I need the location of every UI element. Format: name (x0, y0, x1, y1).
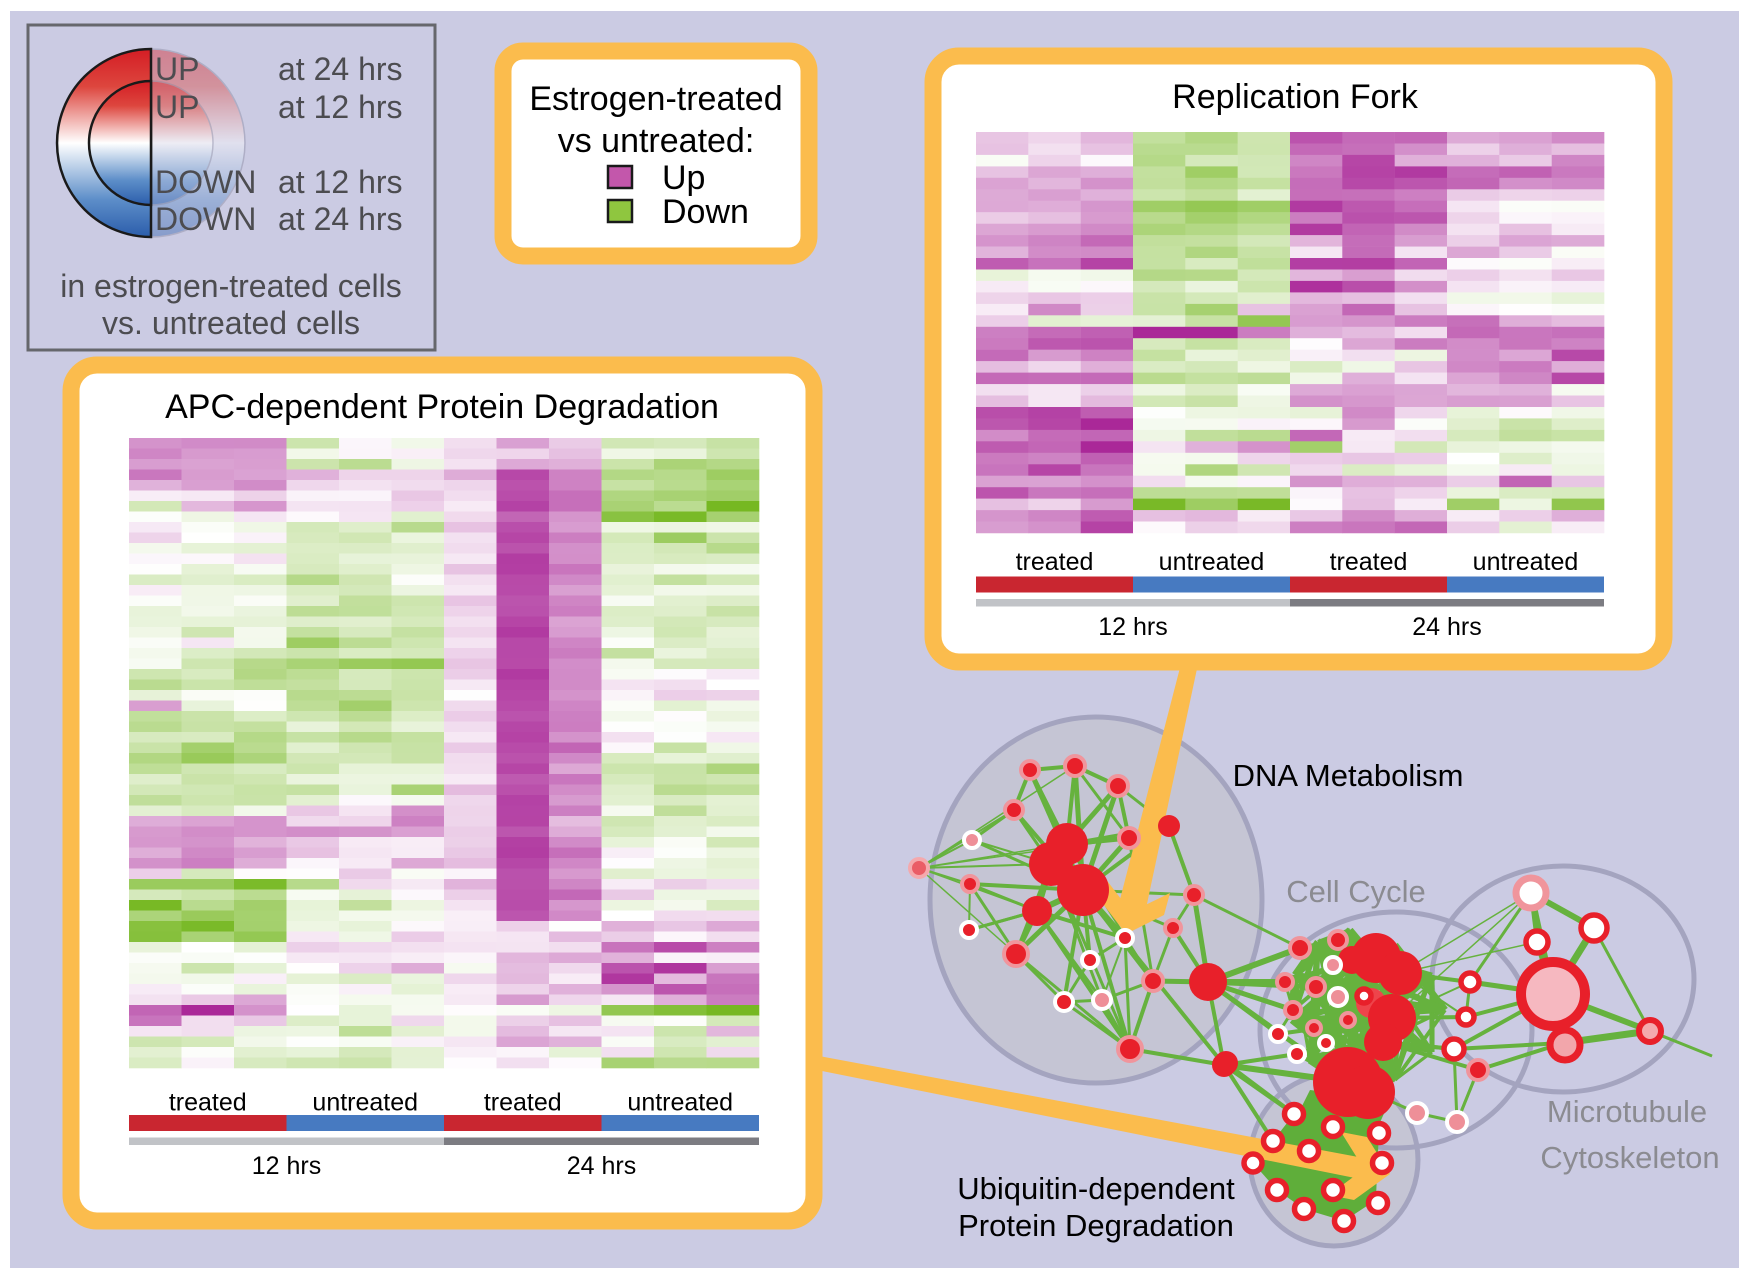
svg-text:Replication Fork: Replication Fork (1172, 78, 1419, 116)
svg-text:vs untreated:: vs untreated: (558, 122, 755, 160)
svg-text:Ubiquitin-dependent: Ubiquitin-dependent (957, 1171, 1235, 1206)
svg-text:12 hrs: 12 hrs (1098, 613, 1167, 641)
svg-text:UP: UP (155, 51, 199, 87)
svg-text:Microtubule: Microtubule (1547, 1094, 1707, 1129)
svg-text:DOWN: DOWN (155, 164, 256, 200)
svg-text:Down: Down (662, 193, 749, 231)
svg-text:untreated: untreated (627, 1089, 733, 1117)
svg-text:treated: treated (1016, 548, 1094, 576)
svg-text:24 hrs: 24 hrs (567, 1152, 636, 1180)
svg-text:UP: UP (155, 89, 199, 125)
svg-text:Up: Up (662, 159, 705, 197)
svg-text:24 hrs: 24 hrs (1412, 613, 1481, 641)
svg-text:Cytoskeleton: Cytoskeleton (1540, 1140, 1719, 1175)
svg-text:vs. untreated cells: vs. untreated cells (102, 305, 360, 341)
svg-text:at 12 hrs: at 12 hrs (278, 164, 403, 200)
svg-text:untreated: untreated (1473, 548, 1579, 576)
svg-text:untreated: untreated (312, 1089, 418, 1117)
svg-text:at 12 hrs: at 12 hrs (278, 89, 403, 125)
svg-text:treated: treated (1330, 548, 1408, 576)
svg-text:untreated: untreated (1159, 548, 1265, 576)
svg-text:12 hrs: 12 hrs (252, 1152, 321, 1180)
svg-text:APC-dependent Protein Degradat: APC-dependent Protein Degradation (165, 388, 719, 426)
svg-text:at 24 hrs: at 24 hrs (278, 51, 403, 87)
svg-text:DOWN: DOWN (155, 201, 256, 237)
svg-text:Estrogen-treated: Estrogen-treated (529, 80, 782, 118)
svg-text:in estrogen-treated cells: in estrogen-treated cells (60, 268, 402, 304)
svg-text:at 24 hrs: at 24 hrs (278, 201, 403, 237)
svg-text:Protein Degradation: Protein Degradation (958, 1208, 1234, 1243)
svg-text:treated: treated (169, 1089, 247, 1117)
svg-text:treated: treated (484, 1089, 562, 1117)
svg-text:DNA Metabolism: DNA Metabolism (1233, 758, 1464, 793)
svg-text:Cell Cycle: Cell Cycle (1286, 874, 1426, 909)
